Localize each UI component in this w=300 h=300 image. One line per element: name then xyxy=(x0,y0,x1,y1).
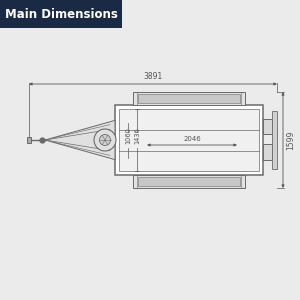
Bar xyxy=(138,94,240,103)
Bar xyxy=(115,105,263,175)
Bar xyxy=(272,111,277,169)
Bar xyxy=(133,175,245,188)
Text: 1436: 1436 xyxy=(134,128,140,144)
Text: 1060: 1060 xyxy=(125,128,131,144)
Text: 1599: 1599 xyxy=(286,130,295,150)
Circle shape xyxy=(100,134,110,146)
Bar xyxy=(27,137,31,143)
Bar xyxy=(138,177,240,186)
Text: Main Dimensions: Main Dimensions xyxy=(5,8,118,20)
Bar xyxy=(263,144,272,160)
Bar xyxy=(0,0,122,28)
Bar xyxy=(133,92,245,105)
Polygon shape xyxy=(45,120,115,160)
Bar xyxy=(119,109,259,171)
Text: 3891: 3891 xyxy=(143,72,163,81)
Text: 2046: 2046 xyxy=(183,136,201,142)
Circle shape xyxy=(94,129,116,151)
Bar xyxy=(263,119,272,134)
